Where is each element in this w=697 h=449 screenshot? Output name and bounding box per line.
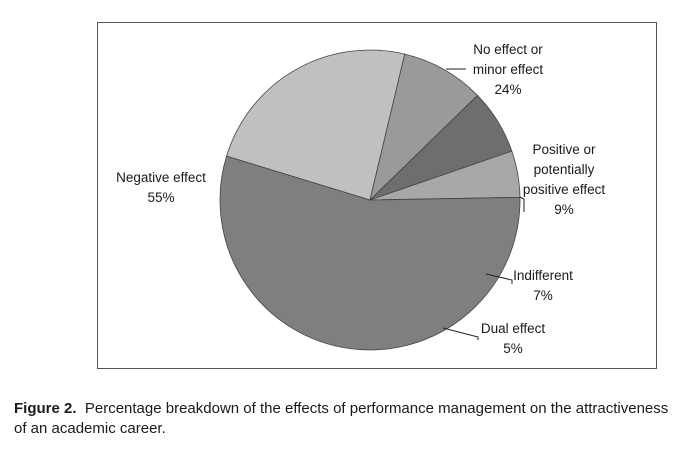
figure-caption: Figure 2. Percentage breakdown of the ef… <box>14 399 684 439</box>
slice-label-dual-effect: Dual effect 5% <box>481 321 546 356</box>
slice-value-label: 5% <box>503 341 523 356</box>
slice-name-line: Indifferent <box>513 268 573 283</box>
slice-name-line: positive effect <box>523 182 606 197</box>
pie-slice-no-effect-or-minor-effect <box>226 49 406 201</box>
slice-labels: No effect or minor effect 24% Positive or po… <box>116 42 605 356</box>
pie-slice-positive-or-potentially-positive-effect <box>369 53 479 202</box>
slice-name-line: Dual effect <box>481 321 546 336</box>
pie-chart: No effect or minor effect 24% Positive or po… <box>116 42 605 356</box>
slice-value-label: 24% <box>494 82 521 97</box>
slice-name-line: Negative effect <box>116 170 206 185</box>
pie-slices <box>219 49 521 351</box>
slice-label-negative-effect: Negative effect 55% <box>116 170 206 205</box>
chart-frame: No effect or minor effect 24% Positive or po… <box>97 22 657 369</box>
slice-value-label: 9% <box>554 202 574 217</box>
slice-name-line: potentially <box>534 162 595 177</box>
figure-label: Figure 2. <box>14 400 77 417</box>
leader-line-dual-effect <box>442 327 479 340</box>
caption-text: Percentage breakdown of the effects of p… <box>14 400 669 437</box>
slice-value-label: 7% <box>533 288 553 303</box>
leader-line-positive-or-potentially-positive-effect <box>519 196 525 212</box>
slice-name-line: No effect or <box>473 42 543 57</box>
slice-name-line: Positive or <box>532 142 596 157</box>
leader-line-indifferent <box>485 273 513 284</box>
leader-lines <box>442 68 525 340</box>
slice-label-indifferent: Indifferent 7% <box>513 268 573 303</box>
slice-label-positive-or-potentially-positive-effect: Positive or potentially positive effect 9% <box>523 142 606 217</box>
pie-slice-negative-effect <box>219 155 521 351</box>
slice-label-no-effect-or-minor-effect: No effect or minor effect 24% <box>473 42 544 97</box>
slice-name-line: minor effect <box>473 62 544 77</box>
slice-value-label: 55% <box>147 190 174 205</box>
